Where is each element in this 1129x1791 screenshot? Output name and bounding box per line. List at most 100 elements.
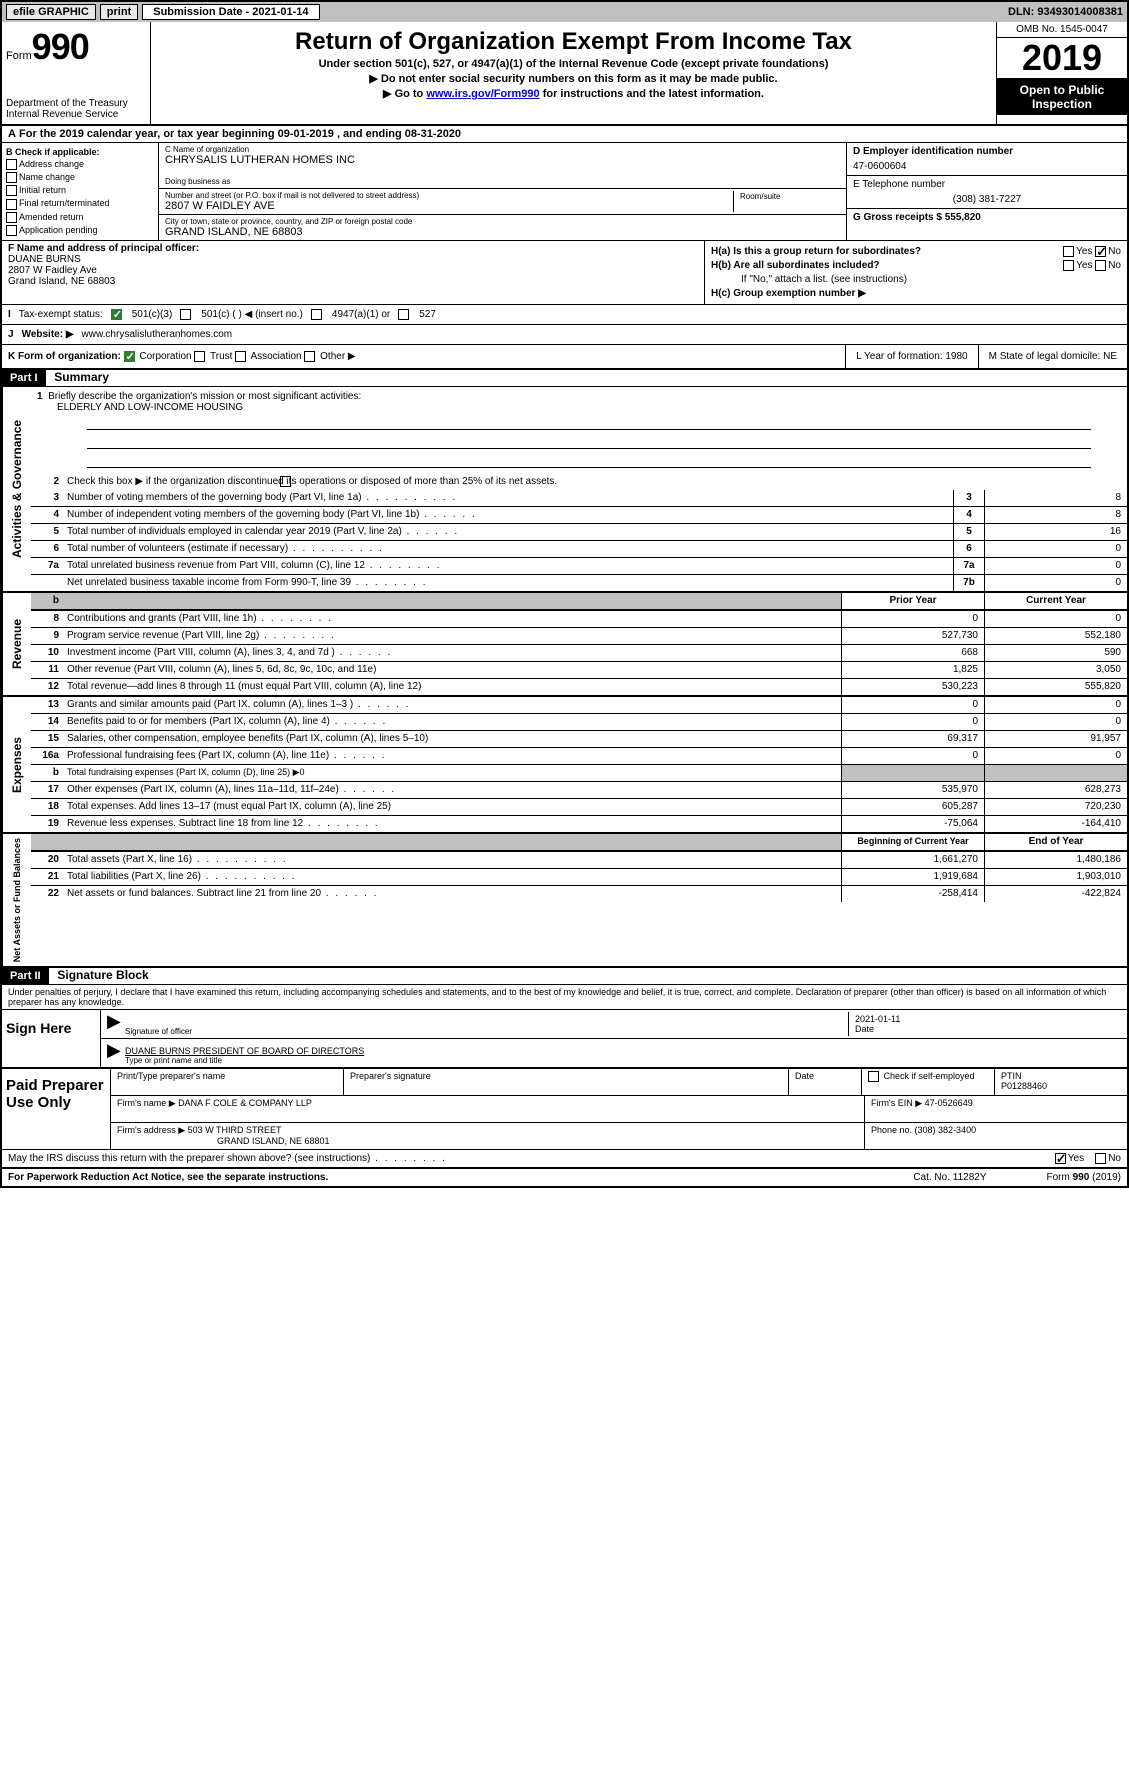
line21-label: Total liabilities (Part X, line 26) xyxy=(63,869,841,885)
ha-label: H(a) Is this a group return for subordin… xyxy=(711,246,921,257)
address-change-label: Address change xyxy=(19,159,84,169)
final-return-checkbox[interactable] xyxy=(6,199,17,210)
section-h-group: H(a) Is this a group return for subordin… xyxy=(704,241,1127,304)
line13-label: Grants and similar amounts paid (Part IX… xyxy=(63,697,841,713)
governance-section: Activities & Governance 1 Briefly descri… xyxy=(2,387,1127,593)
line14-py: 0 xyxy=(841,714,984,730)
line17-label: Other expenses (Part IX, column (A), lin… xyxy=(63,782,841,798)
name-change-label: Name change xyxy=(19,172,75,182)
form-prefix: Form xyxy=(6,50,32,62)
net-assets-section: Net Assets or Fund Balances Beginning of… xyxy=(2,834,1127,968)
line19-py: -75,064 xyxy=(841,816,984,832)
form-subtitle-3: ▶ Go to www.irs.gov/Form990 for instruct… xyxy=(155,87,992,100)
street-label: Number and street (or P.O. box if mail i… xyxy=(165,191,733,200)
state-domicile: M State of legal domicile: NE xyxy=(978,345,1127,368)
open-public-badge: Open to Public Inspection xyxy=(997,79,1127,115)
initial-return-checkbox[interactable] xyxy=(6,185,17,196)
revenue-side-label: Revenue xyxy=(2,593,31,695)
dept-treasury: Department of the Treasury xyxy=(6,98,146,109)
name-arrow-icon: ▶ xyxy=(107,1041,125,1065)
line22-bcy: -258,414 xyxy=(841,886,984,902)
officer-street: 2807 W Faidley Ave xyxy=(8,265,698,276)
line13-py: 0 xyxy=(841,697,984,713)
trust-label: Trust xyxy=(210,351,232,362)
application-pending-checkbox[interactable] xyxy=(6,225,17,236)
amended-return-checkbox[interactable] xyxy=(6,212,17,223)
line11-py: 1,825 xyxy=(841,662,984,678)
trust-checkbox[interactable] xyxy=(194,351,205,362)
line7a-value: 0 xyxy=(984,558,1127,574)
other-label: Other ▶ xyxy=(320,351,355,362)
city-value: GRAND ISLAND, NE 68803 xyxy=(165,226,840,238)
form-title: Return of Organization Exempt From Incom… xyxy=(155,28,992,56)
section-fh: F Name and address of principal officer:… xyxy=(2,241,1127,305)
hb-yes-checkbox[interactable] xyxy=(1063,260,1074,271)
501c-checkbox[interactable] xyxy=(180,309,191,320)
line7b-label: Net unrelated business taxable income fr… xyxy=(63,575,953,591)
bcy-header: Beginning of Current Year xyxy=(841,834,984,850)
sign-here-label: Sign Here xyxy=(2,1010,101,1067)
submission-date: Submission Date - 2021-01-14 xyxy=(142,4,319,20)
line15-py: 69,317 xyxy=(841,731,984,747)
ein-label: D Employer identification number xyxy=(853,146,1121,157)
section-c-org-info: C Name of organization CHRYSALIS LUTHERA… xyxy=(159,143,846,240)
line20-label: Total assets (Part X, line 16) xyxy=(63,852,841,868)
line20-eoy: 1,480,186 xyxy=(984,852,1127,868)
ha-no-checkbox[interactable] xyxy=(1095,246,1106,257)
527-checkbox[interactable] xyxy=(398,309,409,320)
website-label: Website: ▶ xyxy=(22,329,74,340)
line6-label: Total number of volunteers (estimate if … xyxy=(63,541,953,557)
final-return-label: Final return/terminated xyxy=(19,198,110,208)
officer-name: DUANE BURNS xyxy=(8,254,698,265)
current-year-header: Current Year xyxy=(984,593,1127,609)
signature-declaration: Under penalties of perjury, I declare th… xyxy=(2,985,1127,1009)
dba-label: Doing business as xyxy=(165,177,840,186)
officer-print-name: DUANE BURNS PRESIDENT OF BOARD OF DIRECT… xyxy=(125,1046,1121,1056)
assoc-checkbox[interactable] xyxy=(235,351,246,362)
preparer-name-label: Print/Type preparer's name xyxy=(111,1069,344,1095)
cat-number: Cat. No. 11282Y xyxy=(913,1172,986,1183)
firm-phone: Phone no. (308) 382-3400 xyxy=(865,1123,1127,1149)
print-button[interactable]: print xyxy=(100,4,138,20)
other-checkbox[interactable] xyxy=(304,351,315,362)
ptin-value: P01288460 xyxy=(1001,1081,1121,1091)
dln-number: DLN: 93493014008381 xyxy=(1008,6,1123,18)
corp-checkbox[interactable] xyxy=(124,351,135,362)
line16a-cy: 0 xyxy=(984,748,1127,764)
line22-label: Net assets or fund balances. Subtract li… xyxy=(63,886,841,902)
line16b-py-shaded xyxy=(841,765,984,781)
self-employed-checkbox[interactable] xyxy=(868,1071,879,1082)
website-value: www.chrysalislutheranhomes.com xyxy=(82,329,233,340)
irs-label: Internal Revenue Service xyxy=(6,109,146,120)
row-k-org-form: K Form of organization: Corporation Trus… xyxy=(2,345,1127,370)
line18-cy: 720,230 xyxy=(984,799,1127,815)
form-subtitle-1: Under section 501(c), 527, or 4947(a)(1)… xyxy=(155,58,992,70)
phone-value: (308) 381-7227 xyxy=(853,194,1121,205)
irs-link[interactable]: www.irs.gov/Form990 xyxy=(426,88,539,100)
line11-cy: 3,050 xyxy=(984,662,1127,678)
ha-yes-checkbox[interactable] xyxy=(1063,246,1074,257)
address-change-checkbox[interactable] xyxy=(6,159,17,170)
officer-signature-label: Signature of officer xyxy=(125,1027,848,1036)
underline-3 xyxy=(87,453,1091,468)
line2-checkbox[interactable] xyxy=(280,476,291,487)
expenses-section: Expenses 13Grants and similar amounts pa… xyxy=(2,697,1127,834)
section-deg: D Employer identification number 47-0600… xyxy=(846,143,1127,240)
4947-checkbox[interactable] xyxy=(311,309,322,320)
signature-date: 2021-01-11 xyxy=(855,1014,1115,1024)
501c3-checkbox[interactable] xyxy=(111,309,122,320)
line5-label: Total number of individuals employed in … xyxy=(63,524,953,540)
line8-cy: 0 xyxy=(984,611,1127,627)
name-change-checkbox[interactable] xyxy=(6,172,17,183)
hb-label: H(b) Are all subordinates included? xyxy=(711,260,880,271)
discuss-no-checkbox[interactable] xyxy=(1095,1153,1106,1164)
hb-no-checkbox[interactable] xyxy=(1095,260,1106,271)
officer-label: F Name and address of principal officer: xyxy=(8,243,199,254)
hb-note: If "No," attach a list. (see instruction… xyxy=(711,274,1121,285)
org-name: CHRYSALIS LUTHERAN HOMES INC xyxy=(165,154,840,166)
top-toolbar: efile GRAPHIC print Submission Date - 20… xyxy=(2,2,1127,22)
line16b-label: Total fundraising expenses (Part IX, col… xyxy=(63,765,841,781)
line4-value: 8 xyxy=(984,507,1127,523)
line11-label: Other revenue (Part VIII, column (A), li… xyxy=(63,662,841,678)
discuss-yes-checkbox[interactable] xyxy=(1055,1153,1066,1164)
